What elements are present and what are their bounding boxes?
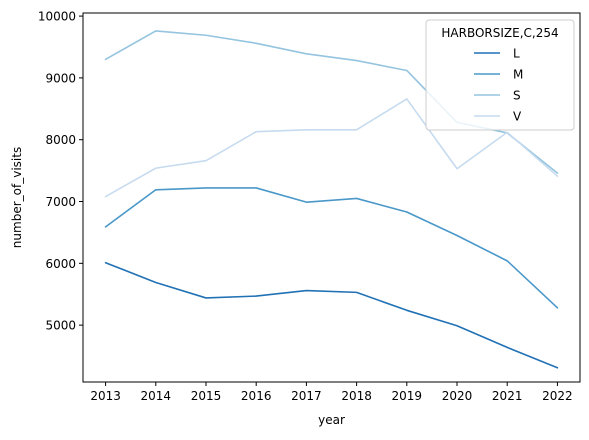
legend-label-V: V <box>513 110 522 124</box>
y-tick-label: 8000 <box>45 133 76 147</box>
x-tick-label: 2018 <box>341 389 372 403</box>
series-line-L <box>104 261 559 369</box>
y-tick-label: 10000 <box>38 10 76 24</box>
x-tick-label: 2013 <box>90 389 121 403</box>
series-line-V <box>104 98 559 198</box>
x-tick-label: 2019 <box>392 389 423 403</box>
legend-box <box>425 19 575 131</box>
x-tick-label: 2015 <box>191 389 222 403</box>
y-tick-label: 5000 <box>45 319 76 333</box>
legend-label-S: S <box>513 89 521 103</box>
x-tick-label: 2021 <box>492 389 523 403</box>
x-tick-label: 2020 <box>442 389 473 403</box>
plot-frame <box>82 12 581 383</box>
x-axis-label: year <box>318 413 345 427</box>
y-axis-label: number_of_visits <box>10 147 24 248</box>
x-tick-label: 2016 <box>241 389 272 403</box>
axes-layer <box>82 12 581 383</box>
y-tick-label: 9000 <box>45 71 76 85</box>
x-axis-ticks: 2013 2014 2015 2016 2017 2018 2019 2020 2021 2022 <box>90 382 573 403</box>
x-tick-label: 2022 <box>542 389 573 403</box>
x-tick-label: 2017 <box>291 389 322 403</box>
x-tick-label: 2014 <box>141 389 172 403</box>
y-tick-label: 7000 <box>45 195 76 209</box>
y-tick-label: 6000 <box>45 257 76 271</box>
legend-title: HARBORSIZE,C,254 <box>441 26 558 40</box>
legend-label-L: L <box>513 47 520 61</box>
legend-label-M: M <box>513 68 523 82</box>
series-line-M <box>104 187 559 309</box>
y-axis-ticks: 5000 6000 7000 8000 9000 10000 <box>38 10 83 333</box>
